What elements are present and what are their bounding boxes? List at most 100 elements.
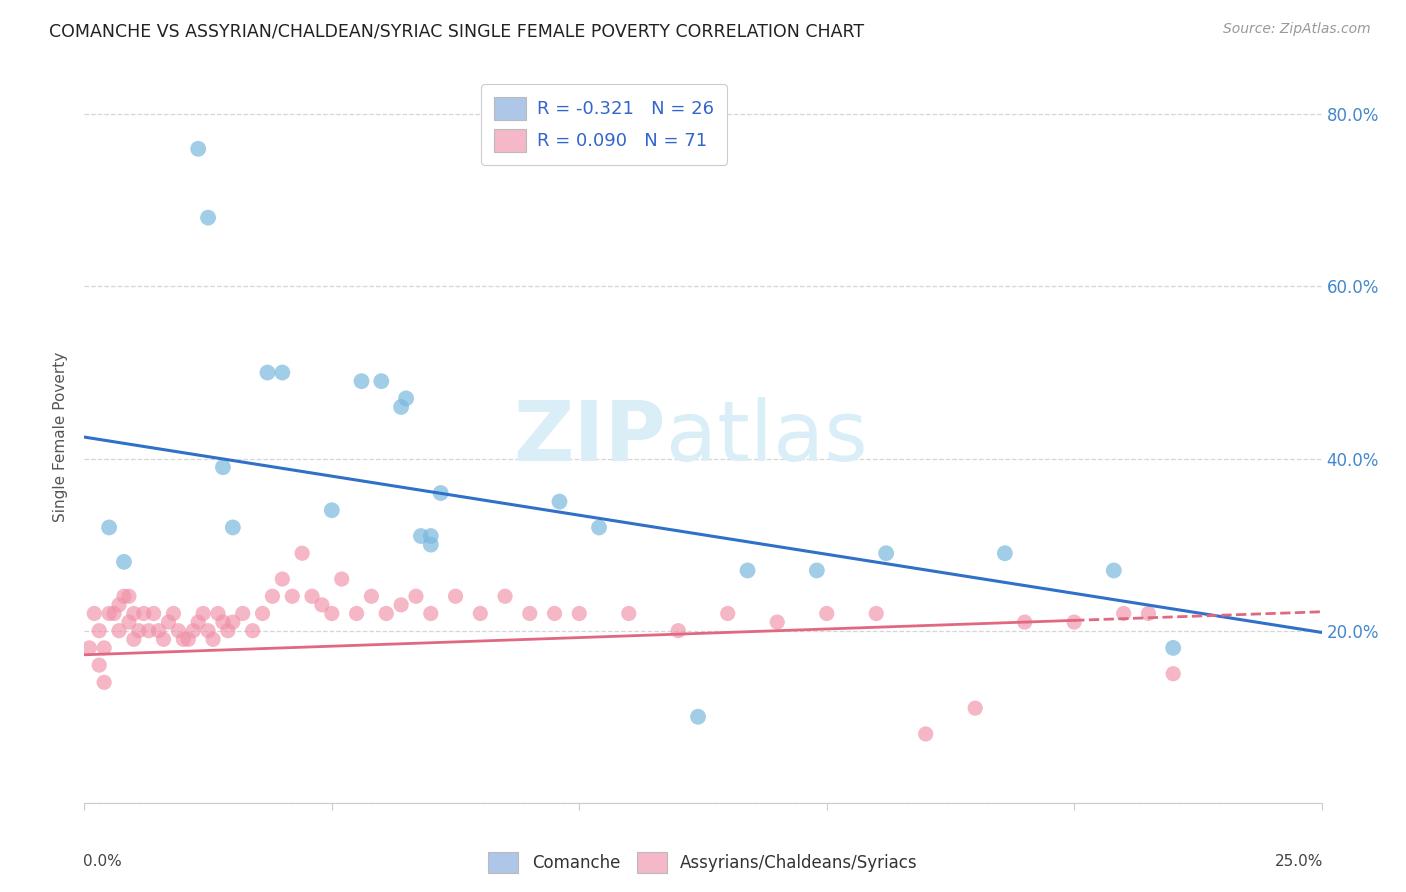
Point <box>666 624 689 638</box>
Point <box>321 607 343 621</box>
Point <box>212 615 235 629</box>
Point <box>271 572 294 586</box>
Point <box>444 589 467 603</box>
Point <box>291 546 314 560</box>
Point <box>409 529 432 543</box>
Point <box>83 607 105 621</box>
Point <box>395 392 418 406</box>
Point <box>256 366 278 380</box>
Point <box>132 607 155 621</box>
Point <box>419 607 441 621</box>
Point <box>212 460 235 475</box>
Point <box>1161 666 1184 681</box>
Point <box>152 632 174 647</box>
Point <box>118 589 141 603</box>
Point <box>617 607 640 621</box>
Point <box>271 366 294 380</box>
Point <box>112 589 135 603</box>
Point <box>157 615 180 629</box>
Point <box>262 589 284 603</box>
Point <box>1063 615 1085 629</box>
Point <box>197 211 219 225</box>
Legend: Comanche, Assyrians/Chaldeans/Syriacs: Comanche, Assyrians/Chaldeans/Syriacs <box>482 846 924 880</box>
Point <box>167 624 190 638</box>
Point <box>148 624 170 638</box>
Point <box>346 607 368 621</box>
Point <box>89 624 111 638</box>
Point <box>330 572 353 586</box>
Point <box>965 701 987 715</box>
Point <box>375 607 398 621</box>
Point <box>181 624 204 638</box>
Point <box>98 607 121 621</box>
Text: Source: ZipAtlas.com: Source: ZipAtlas.com <box>1223 22 1371 37</box>
Point <box>281 589 304 603</box>
Point <box>1137 607 1160 621</box>
Point <box>202 632 225 647</box>
Point <box>419 538 441 552</box>
Point <box>766 615 789 629</box>
Point <box>122 632 145 647</box>
Point <box>222 520 245 534</box>
Point <box>89 658 111 673</box>
Point <box>806 564 828 578</box>
Point <box>172 632 194 647</box>
Point <box>112 555 135 569</box>
Point <box>588 520 610 534</box>
Point <box>994 546 1017 560</box>
Point <box>138 624 160 638</box>
Point <box>543 607 565 621</box>
Point <box>494 589 516 603</box>
Point <box>98 520 121 534</box>
Point <box>914 727 936 741</box>
Point <box>311 598 333 612</box>
Point <box>122 607 145 621</box>
Point <box>207 607 229 621</box>
Point <box>118 615 141 629</box>
Point <box>79 640 101 655</box>
Point <box>548 494 571 508</box>
Point <box>1102 564 1125 578</box>
Point <box>360 589 382 603</box>
Point <box>128 624 150 638</box>
Point <box>717 607 740 621</box>
Point <box>321 503 343 517</box>
Point <box>187 142 209 156</box>
Point <box>815 607 838 621</box>
Point <box>865 607 887 621</box>
Point <box>108 598 131 612</box>
Point <box>103 607 125 621</box>
Y-axis label: Single Female Poverty: Single Female Poverty <box>53 352 69 522</box>
Point <box>108 624 131 638</box>
Point <box>405 589 427 603</box>
Legend: R = -0.321   N = 26, R = 0.090   N = 71: R = -0.321 N = 26, R = 0.090 N = 71 <box>481 84 727 165</box>
Point <box>301 589 323 603</box>
Text: atlas: atlas <box>666 397 868 477</box>
Point <box>419 529 441 543</box>
Point <box>187 615 209 629</box>
Point <box>370 374 392 388</box>
Point <box>686 710 709 724</box>
Point <box>875 546 897 560</box>
Text: 25.0%: 25.0% <box>1274 854 1323 869</box>
Point <box>162 607 184 621</box>
Point <box>350 374 373 388</box>
Point <box>568 607 591 621</box>
Point <box>217 624 239 638</box>
Point <box>1112 607 1135 621</box>
Point <box>1161 640 1184 655</box>
Point <box>232 607 254 621</box>
Point <box>389 400 412 414</box>
Point <box>389 598 412 612</box>
Point <box>1014 615 1036 629</box>
Point <box>252 607 274 621</box>
Text: ZIP: ZIP <box>513 397 666 477</box>
Point <box>737 564 759 578</box>
Point <box>242 624 264 638</box>
Point <box>142 607 165 621</box>
Point <box>429 486 451 500</box>
Text: 0.0%: 0.0% <box>83 854 122 869</box>
Text: COMANCHE VS ASSYRIAN/CHALDEAN/SYRIAC SINGLE FEMALE POVERTY CORRELATION CHART: COMANCHE VS ASSYRIAN/CHALDEAN/SYRIAC SIN… <box>49 22 865 40</box>
Point <box>519 607 541 621</box>
Point <box>197 624 219 638</box>
